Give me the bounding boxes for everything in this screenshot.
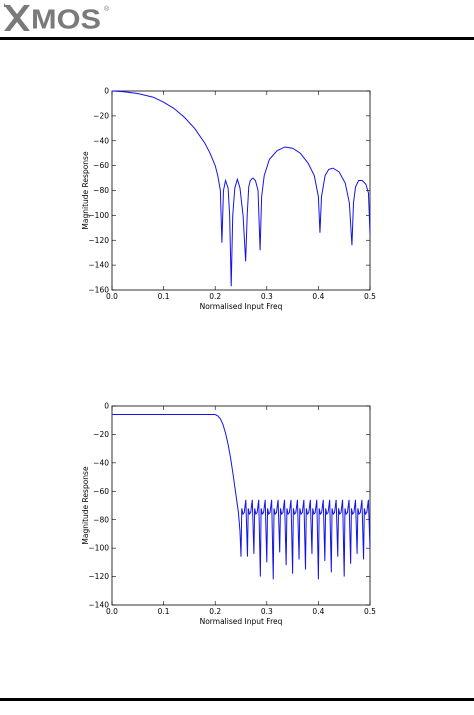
chart-2-ytick-label: −40	[93, 458, 109, 467]
chart-1-ytick-label: −120	[88, 236, 109, 245]
chart-1-ytick-label: −40	[93, 136, 109, 145]
chart-1-ytick-label: −140	[88, 261, 109, 270]
chart-1-series-line	[111, 90, 371, 287]
chart-2-ytick-label: 0	[104, 402, 109, 411]
svg-text:MOS: MOS	[31, 4, 101, 35]
chart-2-xtick-label: 0.2	[209, 607, 221, 616]
footer-rule	[0, 698, 474, 701]
chart-1-xtick-label: 0.2	[209, 292, 221, 301]
chart-1-ytick-label: −20	[93, 111, 109, 120]
chart-1-ylabel: Magnitude Response	[81, 151, 90, 230]
chart-2-ytick-label: −100	[88, 544, 109, 553]
chart-1-ytick-label: −100	[88, 211, 109, 220]
chart-1-ytick-label: 0	[104, 87, 109, 96]
chart-2-xtick-label: 0.1	[158, 607, 170, 616]
chart-1-ytick-label: −80	[93, 186, 109, 195]
chart-1-xtick-label: 0.4	[312, 292, 324, 301]
chart-1: 0.0 0.1 0.2 0.3 0.4 0.5 0 −20 −40 −60 −80 −100 −120 −…	[0, 70, 474, 400]
chart-2-ytick-label: −80	[93, 515, 109, 524]
chart-2-series-line	[112, 414, 371, 580]
chart-2-svg: 0.0 0.1 0.2 0.3 0.4 0.5 0 −20 −40 −60 −80 −100 −120 −…	[81, 402, 376, 626]
chart-1-xtick-label: 0.1	[158, 292, 170, 301]
chart-1-svg: 0.0 0.1 0.2 0.3 0.4 0.5 0 −20 −40 −60 −80 −100 −120 −…	[81, 87, 376, 311]
svg-text:®: ®	[104, 5, 110, 13]
header-rule	[0, 37, 474, 40]
chart-2-xtick-label: 0.5	[364, 607, 376, 616]
chart-1-xtick-label: 0.3	[261, 292, 273, 301]
chart-2-ytick-label: −60	[93, 487, 109, 496]
chart-1-ytick-label: −60	[93, 161, 109, 170]
chart-2-xtick-label: 0.0	[106, 607, 118, 616]
chart-2-xtick-label: 0.3	[261, 607, 273, 616]
chart-1-plot-frame	[111, 90, 371, 291]
chart-2-ylabel: Magnitude Response	[81, 466, 90, 545]
chart-1-xlabel: Normalised Input Freq	[200, 302, 283, 311]
chart-2-plot-frame	[111, 405, 371, 606]
page-header: MOS ®	[0, 0, 474, 44]
chart-1-ytick-label: −160	[88, 286, 109, 295]
chart-2-ytick-label: −140	[88, 601, 109, 610]
chart-2-xlabel: Normalised Input Freq	[200, 617, 283, 626]
chart-2-xtick-label: 0.4	[312, 607, 324, 616]
chart-2-ytick-label: −120	[88, 572, 109, 581]
chart-1-xtick-label: 0.5	[364, 292, 376, 301]
chart-2-ytick-label: −20	[93, 430, 109, 439]
xmos-logo: MOS ®	[4, 3, 110, 35]
chart-2: 0.0 0.1 0.2 0.3 0.4 0.5 0 −20 −40 −60 −80 −100 −120 −…	[0, 385, 474, 715]
chart-1-xtick-label: 0.0	[106, 292, 118, 301]
